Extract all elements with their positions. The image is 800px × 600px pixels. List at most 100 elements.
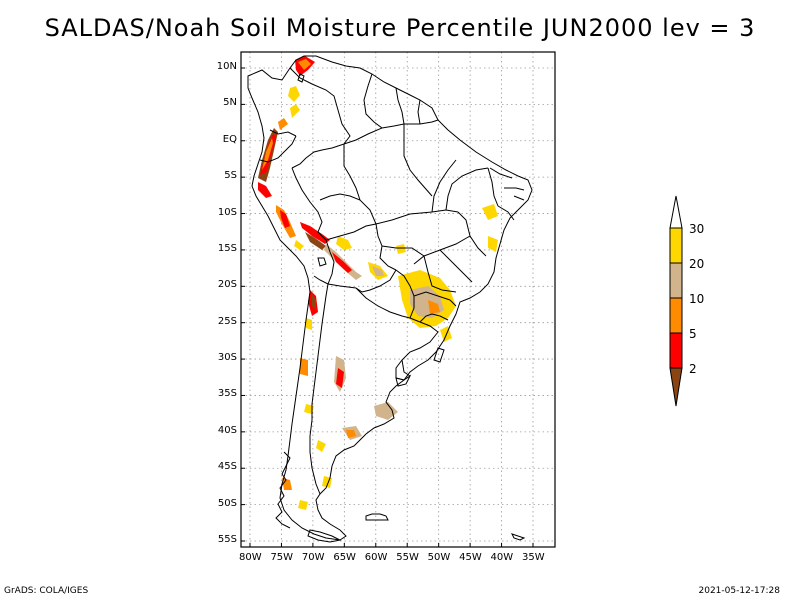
border-chile-argentina xyxy=(309,283,329,495)
rio-de-la-plata xyxy=(395,374,412,387)
lat-label: 10S xyxy=(217,206,237,218)
lon-label: 50W xyxy=(427,552,451,563)
shade-tan-bolivia-3 xyxy=(372,266,384,276)
shade-gold-peru-south xyxy=(294,240,304,250)
border-colombia-venezuela xyxy=(289,67,351,145)
shade-orange-south-brazil xyxy=(428,300,440,314)
shade-gold-bolivia-2 xyxy=(336,236,352,250)
lat-label: 15S xyxy=(217,242,237,254)
colorbar-label-10: 10 xyxy=(689,292,705,306)
lat-label: 45S xyxy=(217,461,237,473)
shade-orange-patagonia-north xyxy=(346,430,356,438)
lon-label: 35W xyxy=(522,552,545,563)
lat-label: 20S xyxy=(217,279,237,291)
border-peru-brazil xyxy=(291,167,327,241)
shade-orange-colombia-3 xyxy=(278,118,288,130)
border-guianas-brazil xyxy=(343,119,439,145)
axis-ticks xyxy=(241,67,534,547)
lake-titicaca xyxy=(317,257,327,267)
border-brazil-uruguay xyxy=(401,331,439,377)
shade-gold-mato-grosso xyxy=(396,244,406,254)
border-paraguay-argentina xyxy=(355,287,411,319)
falkland-islands xyxy=(365,513,389,521)
border-peru-bolivia xyxy=(325,239,335,285)
border-colombia-brazil xyxy=(291,143,345,169)
lat-label: 30S xyxy=(217,352,237,364)
lat-label: 50S xyxy=(217,497,237,509)
colorbar xyxy=(669,195,683,407)
shade-orange-chile-south xyxy=(282,478,292,490)
shade-gold-bahia xyxy=(488,236,498,252)
border-argentina-brazil xyxy=(409,317,439,333)
shade-brown-peru-south xyxy=(305,232,326,250)
border-peru-chile xyxy=(313,275,329,285)
colorbar-swatch-red xyxy=(669,332,683,369)
shade-red-argentina-andes xyxy=(336,368,344,388)
footer-timestamp: 2021-05-12-17:28 xyxy=(698,586,781,596)
border-venezuela-guyana xyxy=(363,73,383,129)
shade-orange-andes-ecuador xyxy=(262,138,273,170)
lake-maracaibo xyxy=(297,73,305,83)
map-frame xyxy=(240,51,556,548)
shade-gold-chile-tip xyxy=(298,500,308,510)
lon-label: 55W xyxy=(396,552,419,563)
shade-gold-rs xyxy=(440,326,452,342)
shade-brown-atacama xyxy=(312,294,316,310)
colorbar-label-5: 5 xyxy=(689,327,697,341)
lon-label: 45W xyxy=(459,552,482,563)
shade-red-peru-north xyxy=(258,182,272,198)
lat-label: 40S xyxy=(217,424,237,436)
gridlines xyxy=(241,52,555,547)
colorbar-swatch-orange xyxy=(669,297,683,334)
shade-red-bolivia xyxy=(332,252,352,273)
colorbar-swatch-gold xyxy=(669,227,683,264)
shade-gold-colombia-2 xyxy=(290,104,300,118)
shade-tan-pampas xyxy=(374,402,398,420)
lon-label: 75W xyxy=(270,552,294,563)
map-title: SALDAS/Noah Soil Moisture Percentile JUN… xyxy=(44,14,756,42)
lat-label: 55S xyxy=(217,534,237,545)
tierra-del-fuego xyxy=(307,529,342,543)
lon-label: 80W xyxy=(239,552,262,563)
lat-label: 5S xyxy=(224,170,237,182)
border-bolivia-paraguay xyxy=(355,269,397,293)
border-bolivia-argentina xyxy=(327,283,357,289)
colorbar-swatch-tan xyxy=(669,262,683,299)
border-ecuador-peru xyxy=(259,135,297,163)
shade-gold-colombia xyxy=(288,86,300,102)
shade-gold-patagonia xyxy=(316,440,326,452)
border-bolivia-brazil xyxy=(325,223,397,271)
brazil-state-borders xyxy=(319,124,525,323)
colorbar-label-30: 30 xyxy=(689,222,705,236)
chile-fjord-islands xyxy=(275,451,291,529)
shade-gold-atacama xyxy=(306,318,312,330)
border-guyana-suriname xyxy=(395,87,405,125)
border-paraguay-brazil xyxy=(395,269,415,319)
lon-label: 65W xyxy=(333,552,356,563)
lon-label: 60W xyxy=(364,552,388,563)
colorbar-bottom-arrow xyxy=(669,367,683,407)
continent-outlines xyxy=(247,55,533,543)
shade-gold-ne-brazil xyxy=(482,204,498,220)
lat-label: 10N xyxy=(216,61,237,72)
lat-label: 25S xyxy=(217,315,237,327)
shade-red-peru-south xyxy=(300,222,330,244)
colorbar-label-20: 20 xyxy=(689,257,705,271)
border-suriname-guiana xyxy=(417,99,421,125)
shade-orange-chile-central xyxy=(300,358,308,376)
lagoa-dos-patos xyxy=(433,347,445,363)
footer-credit: GrADS: COLA/IGES xyxy=(4,586,89,596)
border-colombia-ecuador xyxy=(269,129,297,137)
map-frame-bg xyxy=(241,52,555,547)
south-georgia xyxy=(511,533,526,541)
lat-label: 5N xyxy=(223,97,237,109)
colorbar-top-arrow xyxy=(669,195,683,229)
lon-label: 40W xyxy=(490,552,514,563)
lat-label: 35S xyxy=(217,388,237,400)
south-america-coastline xyxy=(247,55,533,541)
lon-label: 70W xyxy=(301,552,325,563)
percentile-shading xyxy=(258,56,498,510)
shade-orange-colombia-north xyxy=(298,59,311,70)
lat-label: EQ xyxy=(222,133,237,145)
